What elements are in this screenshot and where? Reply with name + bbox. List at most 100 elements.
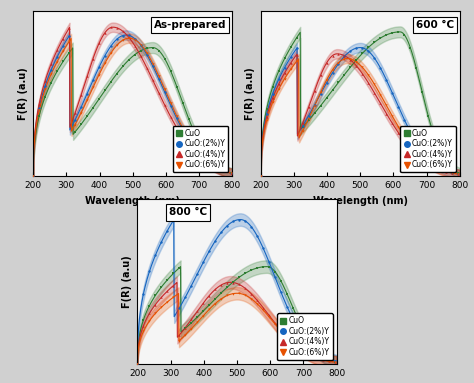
Point [77,104,85,110]
Point [140,322,147,329]
Point [329,52,337,59]
Point [254,265,261,271]
Point [65,33,73,39]
Point [263,105,271,111]
Point [83,113,91,119]
Point [164,288,171,294]
Point [158,294,165,300]
X-axis label: Wavelength (nm): Wavelength (nm) [85,196,180,206]
Point [41,78,49,84]
Point [221,168,228,174]
Point [311,103,319,109]
Point [299,124,306,130]
Point [47,61,55,67]
Point [365,44,372,51]
Point [143,50,151,56]
Point [346,48,354,54]
Point [36,113,43,119]
Point [161,102,169,108]
Point [311,102,319,108]
Point [229,279,237,285]
Legend: CuO, CuO:(2%)Y, CuO:(4%)Y, CuO:(6%)Y: CuO, CuO:(2%)Y, CuO:(4%)Y, CuO:(6%)Y [401,126,456,172]
Point [437,167,444,173]
Point [335,59,342,65]
Point [182,325,189,331]
Point [287,54,294,61]
Point [442,159,450,165]
Point [455,171,462,177]
Point [287,60,294,66]
Point [191,146,199,152]
Point [323,77,330,83]
Point [419,157,426,163]
Point [313,348,321,354]
Point [227,170,235,176]
Point [167,68,174,74]
Point [329,87,337,93]
Point [331,359,339,365]
Point [389,120,396,126]
Point [215,166,222,172]
Point [101,52,109,59]
Point [247,291,255,297]
Point [137,42,145,48]
Point [313,355,321,361]
Point [323,95,330,101]
Point [191,145,199,151]
Point [313,355,321,361]
Point [448,170,456,176]
Point [200,259,207,265]
Point [283,291,291,297]
Point [377,100,384,106]
Point [149,77,157,83]
Point [383,102,390,108]
Point [101,60,109,66]
Point [281,64,289,70]
Point [137,53,145,59]
Point [257,173,264,179]
Point [317,89,324,95]
Point [394,103,402,110]
Y-axis label: F(R) (a.u): F(R) (a.u) [122,255,132,308]
Point [346,56,354,62]
Point [155,76,163,82]
Point [209,163,217,169]
Point [152,301,159,308]
Point [353,45,360,51]
Point [394,129,402,136]
Point [341,72,348,78]
Point [83,91,91,97]
Point [173,115,181,121]
Point [203,160,210,166]
Point [146,310,153,316]
Point [293,34,301,41]
Point [221,169,228,175]
Point [412,151,420,157]
Point [101,87,109,93]
Point [77,110,85,116]
Point [223,292,231,298]
Point [223,284,231,290]
Point [275,81,283,87]
Point [389,90,396,96]
Point [185,142,192,149]
Point [259,245,267,251]
Point [54,47,61,53]
Point [119,63,127,69]
Point [346,57,354,63]
Point [125,57,133,63]
Point [307,344,315,350]
Point [200,300,207,306]
Point [209,159,217,165]
Point [119,28,127,34]
Text: 600 °C: 600 °C [416,20,454,30]
Point [271,320,279,326]
Point [259,307,267,313]
Point [95,40,103,46]
Point [307,352,315,358]
Point [215,164,222,170]
Point [29,173,37,179]
Point [407,44,414,51]
Point [455,170,462,176]
Point [175,337,183,344]
